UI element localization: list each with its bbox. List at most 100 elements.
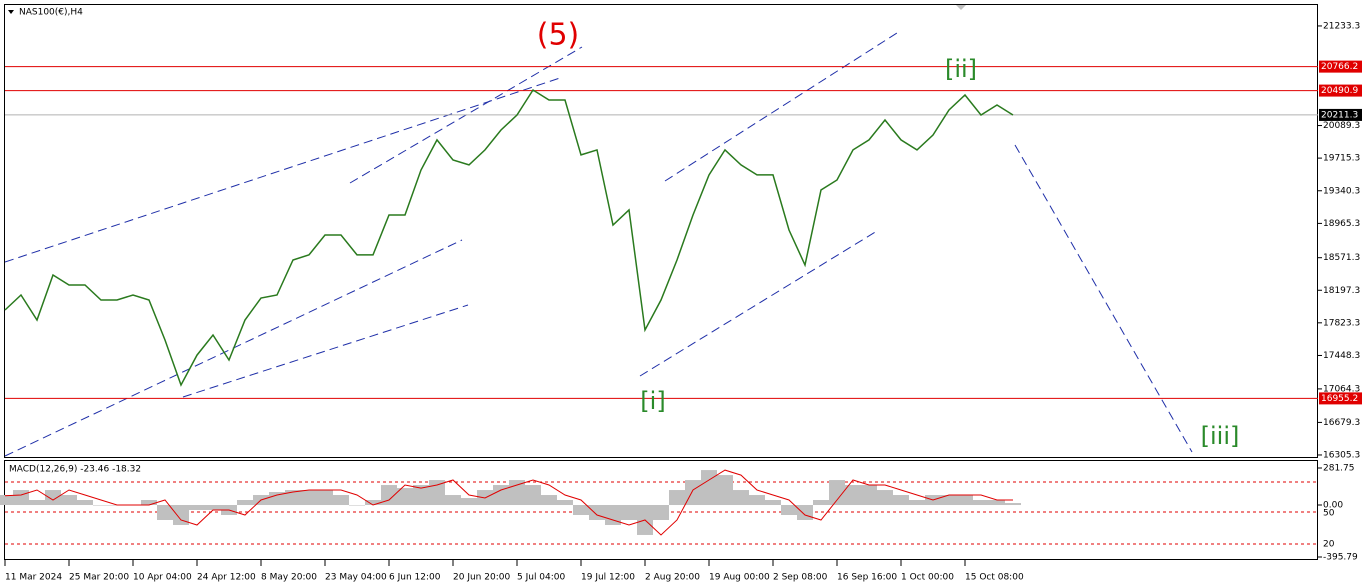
macd-bar [957, 495, 973, 506]
macd-bar [61, 495, 77, 506]
y-tick-label: 18571.3 [1323, 253, 1360, 263]
wave-label: [i] [640, 387, 665, 415]
macd-bar [813, 500, 829, 506]
level-label-box [1319, 392, 1362, 405]
macd-bar [45, 490, 61, 506]
chart-title: NAS100(€),H4 [19, 8, 83, 18]
macd-bar [653, 505, 669, 520]
macd-bar [685, 480, 701, 506]
macd-bar [445, 495, 461, 506]
macd-bar [381, 485, 397, 506]
macd-bar [765, 500, 781, 506]
y-tick-label: 21233.3 [1323, 21, 1360, 31]
x-tick-label: 1 Oct 00:00 [901, 573, 954, 583]
macd-bar [141, 500, 157, 506]
macd-bar [749, 495, 765, 506]
macd-bar [397, 488, 413, 506]
macd-bar [157, 505, 173, 520]
y-tick-label: 16679.3 [1323, 418, 1360, 428]
macd-bar [605, 505, 621, 525]
macd-bar [413, 485, 429, 506]
macd-bar [861, 485, 877, 506]
macd-bar [989, 500, 1005, 506]
x-tick-label: 20 Jun 20:00 [453, 573, 510, 583]
x-tick-label: 23 May 04:00 [325, 573, 387, 583]
macd-bar [893, 495, 909, 506]
trendline [1014, 144, 1193, 453]
x-tick-label: 16 Sep 16:00 [837, 573, 897, 583]
y-tick-label: 17823.3 [1323, 318, 1360, 328]
macd-bar [29, 500, 45, 506]
macd-bar [13, 490, 29, 506]
trendline [664, 32, 898, 182]
macd-bar [93, 505, 109, 506]
x-tick-label: 10 Apr 04:00 [133, 573, 192, 583]
macd-bar [909, 500, 925, 506]
macd-bar [189, 505, 205, 510]
x-tick-label: 15 Oct 08:00 [965, 573, 1024, 583]
y-tick-label: 281.75 [1323, 463, 1355, 473]
macd-bar [829, 480, 845, 506]
x-tick-label: 2 Sep 08:00 [773, 573, 828, 583]
macd-bar [669, 490, 685, 506]
macd-bar [493, 485, 509, 506]
y-tick-label: 17448.3 [1323, 351, 1360, 361]
level-label: 16955.2 [1321, 394, 1358, 404]
macd-bar [509, 480, 525, 506]
y-tick-label: 19340.3 [1323, 186, 1360, 196]
x-tick-label: 2 Aug 20:00 [645, 573, 700, 583]
macd-bar [285, 490, 301, 506]
y-tick-label: -395.79 [1323, 553, 1358, 563]
x-tick-label: 6 Jun 12:00 [389, 573, 441, 583]
x-tick-label: 19 Jul 12:00 [581, 573, 635, 583]
macd-bar [573, 505, 589, 515]
x-tick-label: 8 May 20:00 [261, 573, 317, 583]
macd-bar [589, 505, 605, 520]
y-tick-label: 18965.3 [1323, 219, 1360, 229]
macd-bar [525, 485, 541, 506]
x-tick-label: 19 Aug 00:00 [709, 573, 770, 583]
trendlines [4, 32, 1193, 457]
x-tick-label: 24 Apr 12:00 [197, 573, 256, 583]
level-label: 20766.2 [1321, 62, 1358, 72]
y-tick-label: 16305.3 [1323, 450, 1360, 460]
macd-level-label: 50 [1323, 509, 1335, 519]
macd-bar [541, 495, 557, 506]
macd-bar [333, 495, 349, 506]
level-label: 20211.3 [1321, 110, 1358, 120]
y-tick-label: 18197.3 [1323, 286, 1360, 296]
price-line [4, 88, 1014, 387]
macd-bar [349, 505, 365, 506]
x-tick-label: 5 Jul 04:00 [517, 573, 566, 583]
wave-label: [ii] [945, 55, 977, 83]
macd-bar [237, 500, 253, 506]
macd-bar [173, 505, 189, 525]
x-tick-label: 25 Mar 20:00 [69, 573, 129, 583]
level-label-box [1319, 84, 1362, 97]
shift-marker [956, 5, 966, 10]
macd-bar [205, 505, 221, 510]
macd-bar [717, 475, 733, 506]
macd-bar [461, 498, 477, 506]
macd-bar [781, 505, 797, 515]
macd-bar [877, 490, 893, 506]
macd-bar [701, 470, 717, 506]
level-label-box [1319, 108, 1362, 121]
macd-bar [733, 490, 749, 506]
trendline [639, 230, 878, 377]
menu-triangle [8, 10, 14, 14]
signal-line [4, 469, 1013, 536]
macd-level-label: 20 [1323, 540, 1335, 550]
macd-bar [557, 500, 573, 506]
macd-bar [1005, 503, 1021, 506]
y-tick-label: 0.00 [1323, 501, 1343, 511]
macd-bar [301, 490, 317, 506]
macd-bar [269, 492, 285, 506]
macd-bar [429, 480, 445, 506]
macd-bar [845, 485, 861, 506]
macd-bar [365, 500, 381, 506]
macd-bar [77, 500, 93, 506]
macd-bar [0, 495, 13, 506]
x-tick-label: 11 Mar 2024 [5, 573, 62, 583]
